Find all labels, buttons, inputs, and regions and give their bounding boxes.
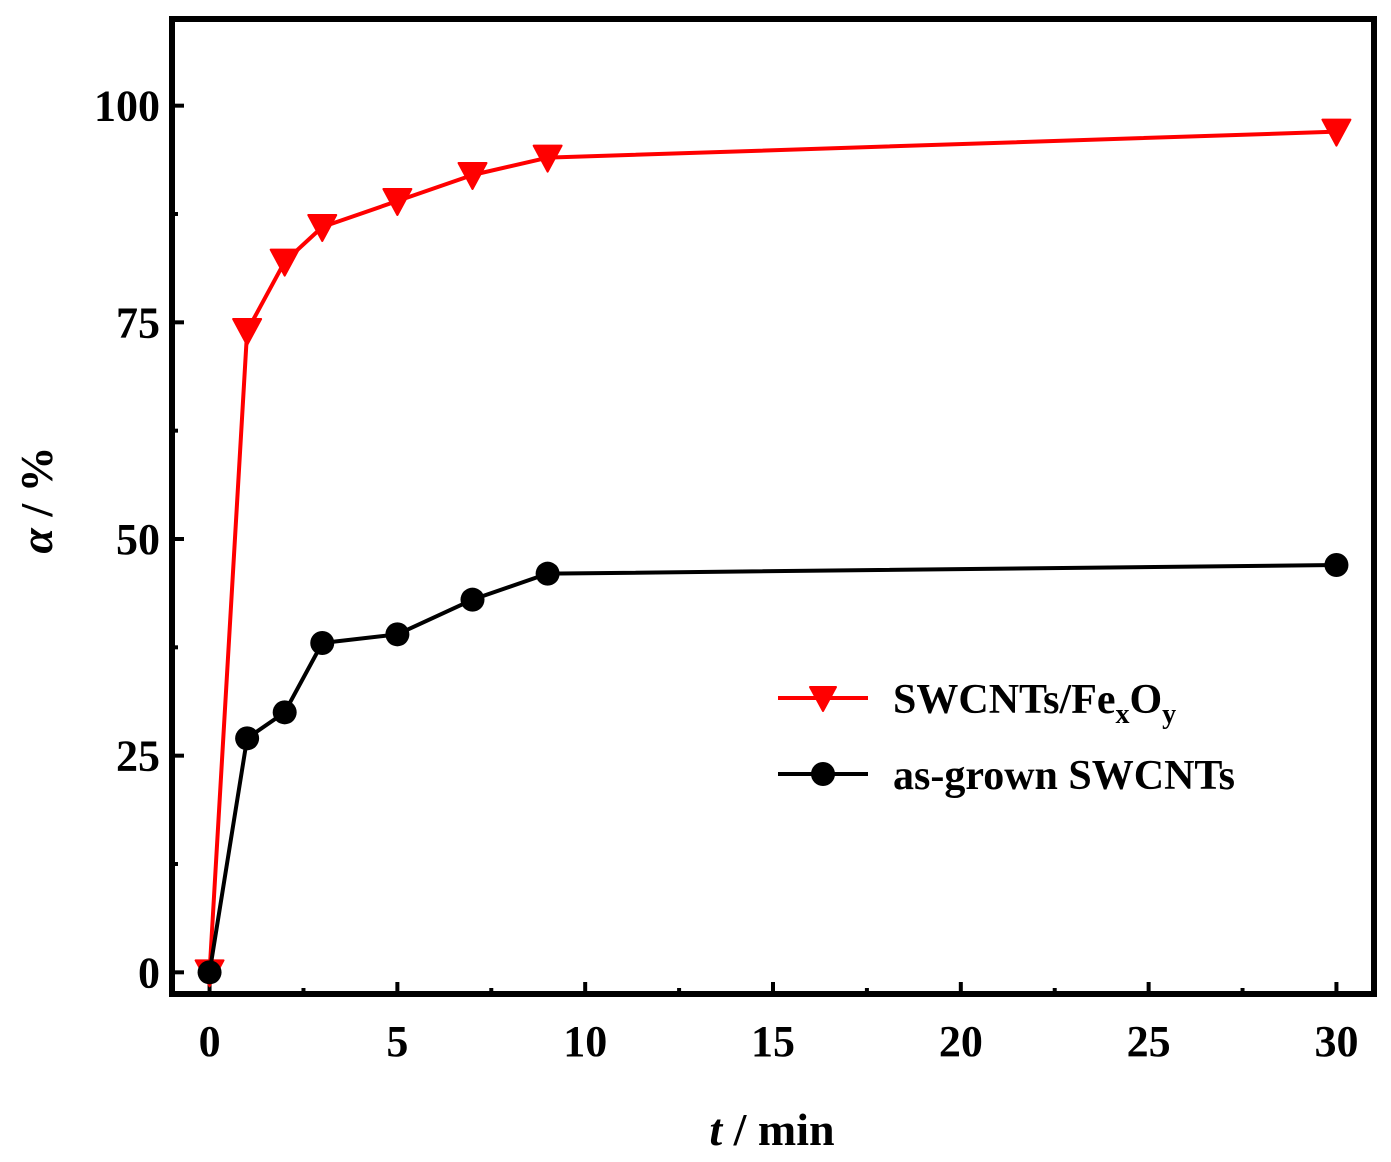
data-point xyxy=(1321,118,1352,147)
y-tick-label: 25 xyxy=(116,732,160,781)
data-point xyxy=(197,960,222,985)
data-point xyxy=(310,631,335,655)
y-axis-label: α / % xyxy=(11,446,62,553)
x-tick-label: 25 xyxy=(1127,1017,1171,1066)
ticks: 0 5 10 15 20 25 30 0 25 50 75 100 xyxy=(94,82,1358,1066)
data-point xyxy=(307,214,338,242)
legend-marker-triangle-down-icon xyxy=(809,686,837,712)
series-line xyxy=(207,129,1337,973)
x-tick-label: 5 xyxy=(386,1017,408,1066)
x-tick-label: 0 xyxy=(199,1017,221,1066)
legend-item-as-grown-swcnts: as-grown SWCNTs xyxy=(778,753,1235,799)
legend-item-swcnts-fexoy: SWCNTs/FexOy xyxy=(778,677,1176,730)
x-tick-label: 20 xyxy=(939,1017,983,1066)
data-point xyxy=(269,248,300,277)
legend-marker-circle-icon xyxy=(811,762,835,786)
y-tick-label: 50 xyxy=(116,515,160,564)
series-0 xyxy=(194,118,1352,988)
legend-label-as-grown-swcnts: as-grown SWCNTs xyxy=(893,753,1235,799)
x-tick-label: 30 xyxy=(1314,1017,1358,1066)
x-tick-label: 10 xyxy=(563,1017,607,1066)
legend-label-swcnts-fexoy: SWCNTs/FexOy xyxy=(893,677,1176,730)
data-point xyxy=(272,700,297,725)
data-point xyxy=(532,144,563,173)
x-tick-label: 15 xyxy=(751,1017,795,1066)
data-point xyxy=(1324,553,1349,577)
data-point xyxy=(382,188,413,216)
data-point xyxy=(460,587,485,612)
y-tick-label: 75 xyxy=(116,298,160,347)
data-point xyxy=(535,561,560,586)
y-tick-label: 100 xyxy=(94,82,160,131)
data-point xyxy=(235,726,260,751)
y-tick-label: 0 xyxy=(138,948,160,997)
data-point xyxy=(385,622,410,647)
data-point xyxy=(457,162,488,190)
plot-frame xyxy=(169,16,1377,997)
x-axis-label: t / min xyxy=(709,1104,834,1155)
series-1 xyxy=(197,553,1349,985)
series xyxy=(194,118,1352,988)
data-point xyxy=(232,318,263,346)
legend: SWCNTs/FexOy as-grown SWCNTs xyxy=(778,677,1235,799)
